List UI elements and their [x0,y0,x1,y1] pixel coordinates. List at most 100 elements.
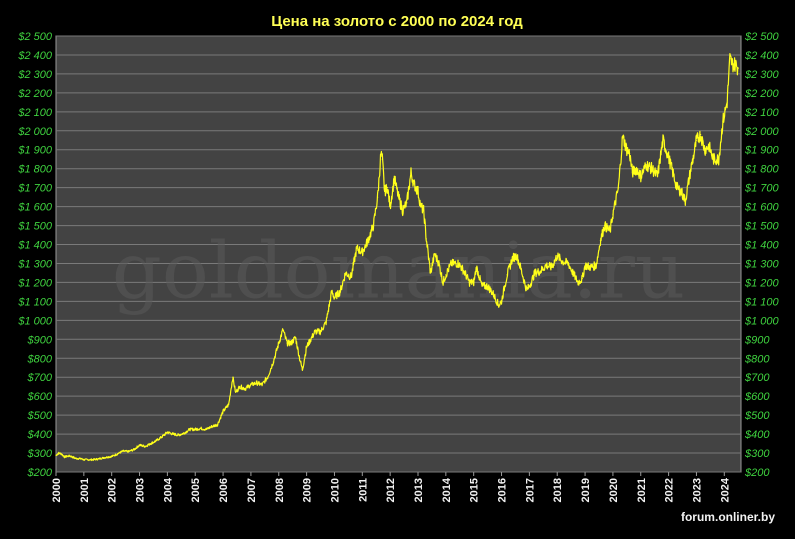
y-tick-label-left: $1 800 [17,164,53,176]
data-point [350,276,352,278]
data-point [481,285,483,287]
y-tick-label-left: $1 300 [17,258,53,270]
data-point [267,376,269,378]
x-tick-label: 2006 [218,478,230,502]
data-point [306,346,308,348]
data-point [729,58,731,60]
data-point [551,266,553,268]
data-point [393,177,395,179]
y-tick-label-right: $2 200 [744,88,780,100]
data-point [133,449,135,451]
data-point [539,270,542,272]
data-point [500,300,503,302]
data-point [333,297,336,299]
y-tick-label-left: $1 200 [17,277,53,289]
data-point [194,428,196,430]
data-point [319,331,322,333]
chart-title: Цена на золото с 2000 по 2024 год [271,13,523,30]
data-point [299,357,301,359]
data-point [290,342,292,344]
data-point [629,152,631,155]
x-axis: 2000 2001 2002 2003 2004 2005 2006 2007 2008 2009… [51,472,731,502]
data-point [239,386,241,388]
data-point [599,240,601,242]
data-point [69,455,71,457]
data-point [445,274,447,276]
data-point [684,200,686,202]
data-point [80,458,82,460]
y-tick-label-left: $1 900 [17,145,53,157]
data-point [595,264,597,266]
data-point [662,139,664,141]
y-tick-label-right: $1 400 [744,240,780,252]
data-point [645,164,647,166]
data-point [622,135,624,138]
data-point [177,434,180,436]
y-tick-label-right: $600 [744,391,770,403]
y-tick-label-right: $900 [744,334,770,346]
data-point [693,154,695,157]
data-point [356,247,358,249]
data-point [166,431,168,433]
data-point [612,213,614,215]
data-point [63,456,65,458]
x-tick-label: 2010 [329,478,341,502]
x-tick-label: 2020 [608,478,620,502]
data-point [732,63,734,66]
data-point [420,206,422,208]
data-point [102,457,104,459]
data-point [520,268,522,270]
data-point [111,455,113,458]
plot-area [55,35,742,473]
data-point [534,272,536,274]
x-tick-label: 2002 [107,478,119,502]
y-tick-label-left: $2 200 [17,88,53,100]
data-point [222,410,224,412]
y-tick-label-right: $1 100 [744,296,780,308]
data-point [672,171,674,174]
data-point [60,453,63,455]
data-point [498,304,500,306]
data-point [294,336,297,339]
x-tick-label: 2004 [162,477,174,502]
y-tick-label-right: $300 [744,448,770,460]
y-axis-right: $200 $300 $400 $500 $600 $700 $800 $900 $1 000 $1… [744,31,780,479]
x-tick-label: 2003 [135,478,147,502]
data-point [463,270,465,272]
data-point [617,187,620,189]
x-tick-label: 2015 [469,478,481,502]
data-point [473,281,475,284]
data-point [122,450,124,452]
data-point [325,321,327,323]
data-point [344,272,347,274]
x-tick-label: 2014 [441,477,453,502]
y-tick-label-left: $2 500 [17,31,53,43]
y-tick-label-right: $2 300 [744,69,780,81]
data-point [211,425,213,428]
data-point [189,428,191,430]
x-tick-label: 2009 [302,478,314,502]
data-point [562,260,564,263]
data-point [272,361,274,363]
data-point [216,424,219,426]
data-point [301,369,304,371]
data-point [377,196,379,198]
data-point [74,457,77,459]
y-tick-label-right: $2 400 [744,50,780,62]
data-point [737,67,739,69]
data-point [402,209,404,211]
y-tick-label-left: $200 [27,467,53,479]
y-tick-label-left: $1 100 [17,296,53,308]
data-point [528,285,530,287]
data-point [704,149,706,151]
data-point [512,257,514,259]
y-tick-label-right: $1 600 [744,202,780,214]
data-point [389,206,391,208]
data-point [695,139,698,141]
y-tick-label-right: $700 [744,372,770,384]
x-tick-label: 2018 [552,478,564,502]
data-point [492,293,494,295]
y-tick-label-right: $1 900 [744,145,780,157]
data-point [442,281,444,284]
